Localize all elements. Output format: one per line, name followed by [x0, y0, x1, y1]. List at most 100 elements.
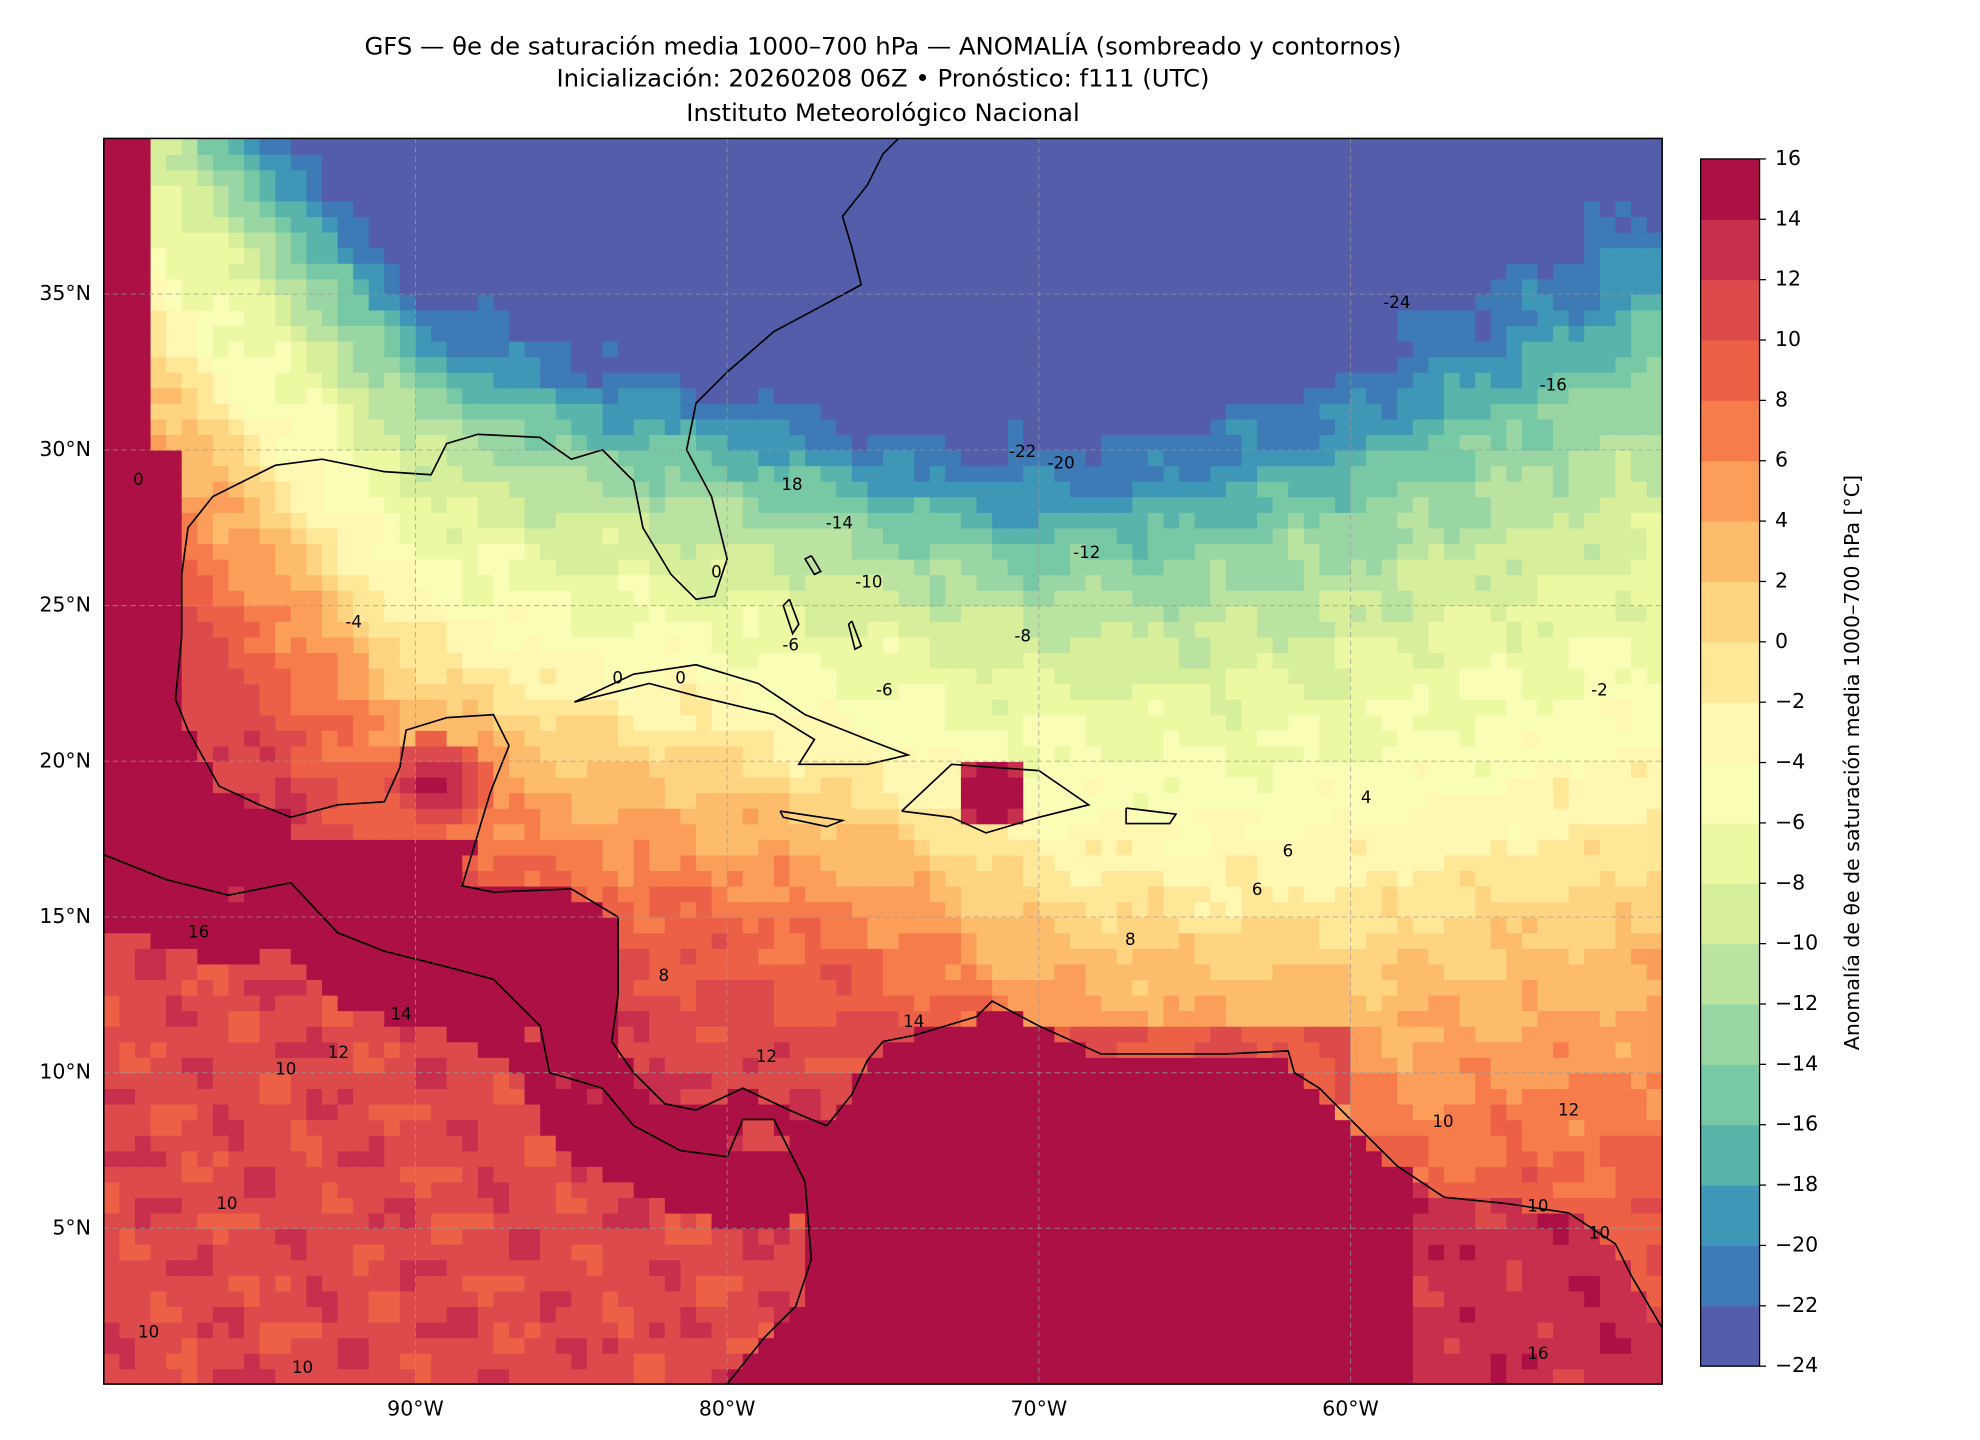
shading-cell [1007, 948, 1025, 965]
shading-cell [914, 1259, 931, 1276]
shading-cell [555, 683, 573, 700]
shading-cell [150, 1119, 167, 1136]
shading-cell [571, 1352, 588, 1370]
shading-cell [166, 683, 183, 700]
shading-cell [758, 325, 775, 342]
shading-cell [462, 667, 479, 685]
shading-cell [259, 1057, 276, 1074]
shading-cell [805, 776, 822, 794]
shading-cell [508, 589, 526, 607]
shading-cell [228, 807, 245, 825]
shading-cell [508, 1119, 526, 1136]
shading-cell [711, 745, 728, 763]
shading-cell [353, 730, 370, 747]
shading-cell [181, 870, 199, 887]
shading-cell [1007, 325, 1025, 342]
shading-cell [805, 901, 822, 918]
shading-cell [134, 418, 152, 436]
shading-cell [103, 1368, 121, 1385]
shading-cell [664, 1212, 682, 1230]
shading-cell [197, 1197, 214, 1214]
shading-cell [1038, 496, 1056, 513]
shading-cell [805, 465, 822, 482]
shading-cell [446, 262, 463, 280]
shading-cell [259, 1352, 276, 1370]
shading-cell [166, 309, 183, 327]
shading-cell [805, 823, 822, 840]
shading-cell [758, 231, 775, 249]
shading-cell [976, 714, 993, 731]
shading-cell [618, 262, 635, 280]
shading-cell [368, 963, 386, 981]
shading-cell [399, 169, 417, 186]
shading-cell [212, 854, 230, 872]
shading-cell [477, 823, 495, 840]
shading-cell [150, 387, 167, 404]
shading-cell [306, 216, 323, 233]
shading-cell [711, 870, 728, 887]
shading-cell [960, 309, 978, 327]
shading-cell [150, 745, 167, 763]
shading-cell [711, 247, 728, 264]
shading-cell [399, 683, 417, 700]
shading-cell [524, 1088, 541, 1105]
shading-cell [1023, 1290, 1040, 1308]
shading-cell [664, 885, 682, 903]
shading-cell [540, 294, 557, 311]
shading-cell [244, 621, 261, 638]
shading-cell [150, 309, 167, 327]
shading-cell [898, 294, 915, 311]
shading-cell [992, 1134, 1009, 1152]
shading-cell [851, 371, 869, 389]
shading-cell [337, 527, 354, 545]
shading-cell [462, 1321, 479, 1339]
shading-cell [384, 1275, 401, 1292]
shading-cell [306, 403, 323, 420]
shading-cell [368, 776, 386, 794]
shading-cell [493, 169, 510, 186]
shading-cell [960, 216, 978, 233]
shading-cell [399, 916, 417, 934]
shading-cell [586, 807, 604, 825]
shading-cell [524, 1072, 541, 1090]
shading-cell [540, 1321, 557, 1339]
shading-cell [134, 294, 152, 311]
shading-cell [836, 1181, 853, 1199]
shading-cell [212, 558, 230, 576]
shading-cell [150, 714, 167, 731]
shading-cell [1023, 325, 1040, 342]
shading-cell [914, 169, 931, 186]
shading-cell [945, 1368, 962, 1385]
shading-cell [321, 356, 339, 373]
shading-cell [976, 854, 993, 872]
shading-cell [259, 1212, 276, 1230]
shading-cell [150, 792, 167, 809]
shading-cell [103, 761, 121, 778]
shading-cell [166, 1337, 183, 1354]
shading-cell [399, 1352, 417, 1370]
shading-cell [711, 1275, 728, 1292]
shading-cell [275, 1072, 292, 1090]
shading-cell [399, 854, 417, 872]
shading-cell [571, 979, 588, 996]
shading-cell [836, 294, 853, 311]
shading-cell [914, 839, 931, 856]
shading-cell [524, 730, 541, 747]
shading-cell [462, 543, 479, 560]
shading-cell [882, 916, 900, 934]
shading-cell [820, 325, 838, 342]
shading-cell [618, 1025, 635, 1043]
shading-cell [649, 979, 666, 996]
shading-cell [259, 1010, 276, 1027]
shading-cell [259, 1088, 276, 1105]
shading-cell [540, 356, 557, 373]
shading-cell [275, 496, 292, 513]
shading-cell [758, 948, 775, 965]
shading-cell [477, 1352, 495, 1370]
shading-cell [789, 231, 806, 249]
shading-cell [945, 309, 962, 327]
shading-cell [477, 870, 495, 887]
shading-cell [555, 387, 573, 404]
shading-cell [945, 979, 962, 996]
shading-cell [197, 1010, 214, 1027]
